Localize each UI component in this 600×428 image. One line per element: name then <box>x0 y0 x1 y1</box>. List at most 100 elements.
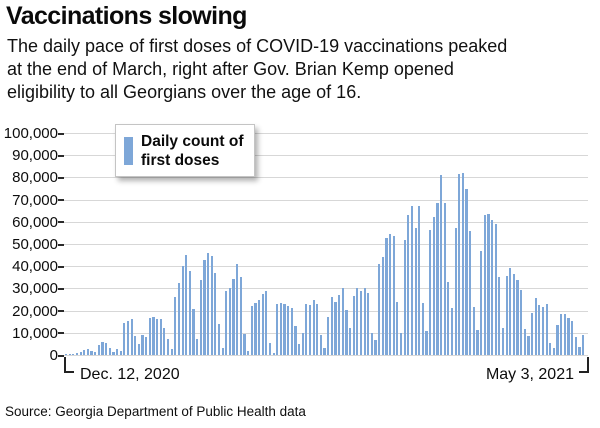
bar <box>192 309 195 355</box>
bar <box>68 354 71 355</box>
bar <box>469 230 472 355</box>
legend-swatch-icon <box>124 136 133 165</box>
bar <box>148 318 151 355</box>
bar <box>523 329 526 355</box>
bar <box>487 214 490 355</box>
bar <box>505 276 508 355</box>
legend-label-line1: Daily count of <box>141 132 244 150</box>
bar <box>574 337 577 355</box>
gridline <box>64 244 588 245</box>
legend-label: Daily count of first doses <box>141 132 243 170</box>
bar <box>403 239 406 355</box>
bar <box>203 259 206 355</box>
bar <box>283 303 286 355</box>
bar <box>509 268 512 355</box>
bar <box>79 351 82 355</box>
bar <box>316 303 319 355</box>
y-axis-tick-label: 80,000 <box>12 169 58 187</box>
bar <box>170 349 173 355</box>
y-axis-tick-label: 70,000 <box>12 191 58 209</box>
x-axis-end-label: May 3, 2021 <box>485 366 574 383</box>
bar <box>163 328 166 355</box>
bar <box>268 342 272 355</box>
bar <box>480 250 483 355</box>
bar <box>199 279 202 355</box>
bar <box>498 277 501 355</box>
bar <box>65 354 68 355</box>
bar <box>105 343 108 355</box>
bar <box>181 266 184 355</box>
y-axis-tick <box>58 154 64 157</box>
bar <box>94 352 97 355</box>
gridline <box>64 288 588 290</box>
y-axis-tick <box>58 265 64 268</box>
bar <box>239 277 242 355</box>
bar <box>97 344 100 355</box>
y-axis-tick-label: 90,000 <box>12 147 58 165</box>
bar <box>516 279 519 355</box>
bar <box>279 302 282 355</box>
bar <box>254 302 257 355</box>
x-axis-start-label: Dec. 12, 2020 <box>80 366 180 383</box>
bar <box>399 332 403 355</box>
gridline <box>64 266 588 268</box>
bar <box>531 313 534 355</box>
bar <box>454 228 457 355</box>
bar <box>450 308 454 355</box>
legend-label-line2: first doses <box>141 151 220 169</box>
bar <box>421 302 424 355</box>
bar <box>261 293 264 355</box>
bar <box>560 313 563 355</box>
bar <box>501 328 505 355</box>
bar <box>567 318 570 355</box>
bar <box>571 321 574 355</box>
bar <box>159 318 162 355</box>
bar <box>476 329 479 355</box>
x-axis-right-bracket <box>579 357 589 373</box>
bar <box>247 351 250 355</box>
bar <box>520 289 523 355</box>
bar <box>166 339 170 355</box>
bar <box>396 301 399 355</box>
bar <box>334 301 337 355</box>
bar <box>294 326 297 355</box>
bar <box>214 272 217 355</box>
bar <box>75 352 79 355</box>
bar <box>305 303 308 355</box>
bar <box>385 238 388 355</box>
y-axis-tick-label: 60,000 <box>12 213 58 231</box>
bar <box>432 217 435 355</box>
bar <box>534 298 537 355</box>
bar <box>552 348 556 355</box>
bar <box>494 224 497 355</box>
bar <box>126 320 130 355</box>
gridline <box>64 177 588 179</box>
bar <box>374 340 377 355</box>
y-axis-tick <box>58 310 64 313</box>
bar <box>578 346 581 355</box>
y-axis-tick <box>58 332 64 335</box>
bar <box>338 295 341 355</box>
bar <box>581 334 585 355</box>
bar <box>308 305 312 355</box>
source-credit: Source: Georgia Department of Public Hea… <box>5 404 306 419</box>
bar <box>512 274 515 355</box>
bar <box>378 263 381 355</box>
bar <box>134 336 137 355</box>
bar <box>119 350 122 355</box>
bar <box>112 352 115 355</box>
bar <box>549 342 552 355</box>
bar <box>265 290 268 355</box>
bar <box>232 278 235 355</box>
bar <box>563 313 566 355</box>
y-axis-tick-label: 50,000 <box>12 236 58 253</box>
bar <box>407 215 410 355</box>
chart-subtitle: The daily pace of first doses of COVID-1… <box>7 36 508 102</box>
bar <box>556 324 559 355</box>
gridline <box>64 332 588 334</box>
bar <box>330 297 333 355</box>
y-axis-tick <box>58 354 64 357</box>
bar <box>356 288 359 355</box>
bar <box>527 335 530 355</box>
